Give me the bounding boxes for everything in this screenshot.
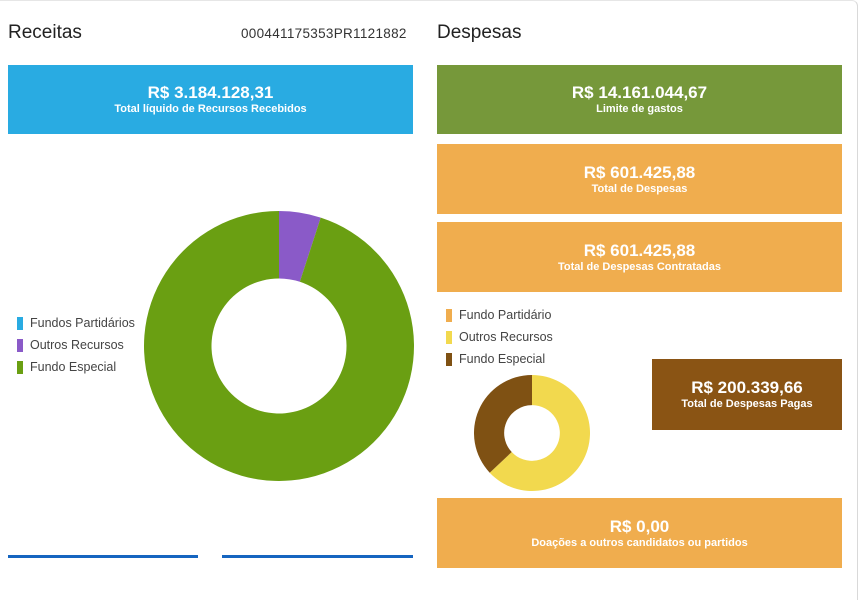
receitas-total-tile: R$ 3.184.128,31 Total líquido de Recurso… xyxy=(8,65,413,134)
despesas-legend: Fundo Partidário Outros Recursos Fundo E… xyxy=(446,304,553,370)
legend-label: Outros Recursos xyxy=(30,338,124,352)
legend-swatch xyxy=(17,338,23,352)
despesas-contratadas-tile: R$ 601.425,88 Total de Despesas Contrata… xyxy=(437,222,842,292)
legend-label: Fundo Partidário xyxy=(459,308,552,322)
bottom-tab-indicator xyxy=(8,555,198,558)
receitas-total-value: R$ 3.184.128,31 xyxy=(147,83,274,102)
doacoes-label: Doações a outros candidatos ou partidos xyxy=(531,537,748,549)
legend-item[interactable]: Fundos Partidários xyxy=(17,312,135,334)
legend-label: Fundos Partidários xyxy=(30,316,135,330)
legend-item[interactable]: Fundo Partidário xyxy=(446,304,553,326)
legend-swatch xyxy=(446,330,452,344)
receitas-legend: Fundos Partidários Outros Recursos Fundo… xyxy=(17,312,135,378)
donut-slice-fundo-especial[interactable] xyxy=(474,375,532,473)
legend-swatch xyxy=(17,360,23,374)
bottom-tab-indicator xyxy=(222,555,413,558)
total-despesas-label: Total de Despesas xyxy=(591,182,688,195)
donut-slice-outros-recursos[interactable] xyxy=(279,211,321,282)
legend-item[interactable]: Outros Recursos xyxy=(17,334,135,356)
legend-label: Fundo Especial xyxy=(459,352,546,366)
despesas-contratadas-label: Total de Despesas Contratadas xyxy=(557,260,721,273)
limite-gastos-tile: R$ 14.161.044,67 Limite de gastos xyxy=(437,65,842,134)
limite-gastos-value: R$ 14.161.044,67 xyxy=(571,83,708,102)
receitas-total-label: Total líquido de Recursos Recebidos xyxy=(114,103,307,115)
despesas-contratadas-value: R$ 601.425,88 xyxy=(583,240,696,260)
doacoes-value: R$ 0,00 xyxy=(609,517,670,536)
legend-item[interactable]: Fundo Especial xyxy=(446,348,553,370)
legend-label: Outros Recursos xyxy=(459,330,553,344)
legend-swatch xyxy=(446,352,452,366)
despesas-title: Despesas xyxy=(437,22,522,43)
receitas-donut-chart xyxy=(144,211,414,481)
legend-swatch xyxy=(446,308,452,322)
despesas-donut-chart xyxy=(474,375,590,491)
legend-label: Fundo Especial xyxy=(30,360,117,374)
doacoes-tile: R$ 0,00 Doações a outros candidatos ou p… xyxy=(437,498,842,568)
receitas-title: Receitas xyxy=(8,22,82,43)
legend-swatch xyxy=(17,316,23,330)
despesas-pagas-label: Total de Despesas Pagas xyxy=(681,398,813,410)
legend-item[interactable]: Fundo Especial xyxy=(17,356,135,378)
donut-slice-outros-recursos[interactable] xyxy=(489,375,590,491)
candidate-code: 000441175353PR1121882 xyxy=(241,26,407,41)
total-despesas-tile: R$ 601.425,88 Total de Despesas xyxy=(437,144,842,214)
legend-item[interactable]: Outros Recursos xyxy=(446,326,553,348)
despesas-pagas-value: R$ 200.339,66 xyxy=(691,378,803,397)
total-despesas-value: R$ 601.425,88 xyxy=(583,162,696,182)
limite-gastos-label: Limite de gastos xyxy=(596,103,683,115)
donut-slice-fundo-especial[interactable] xyxy=(144,211,414,481)
despesas-pagas-tile: R$ 200.339,66 Total de Despesas Pagas xyxy=(652,359,842,430)
